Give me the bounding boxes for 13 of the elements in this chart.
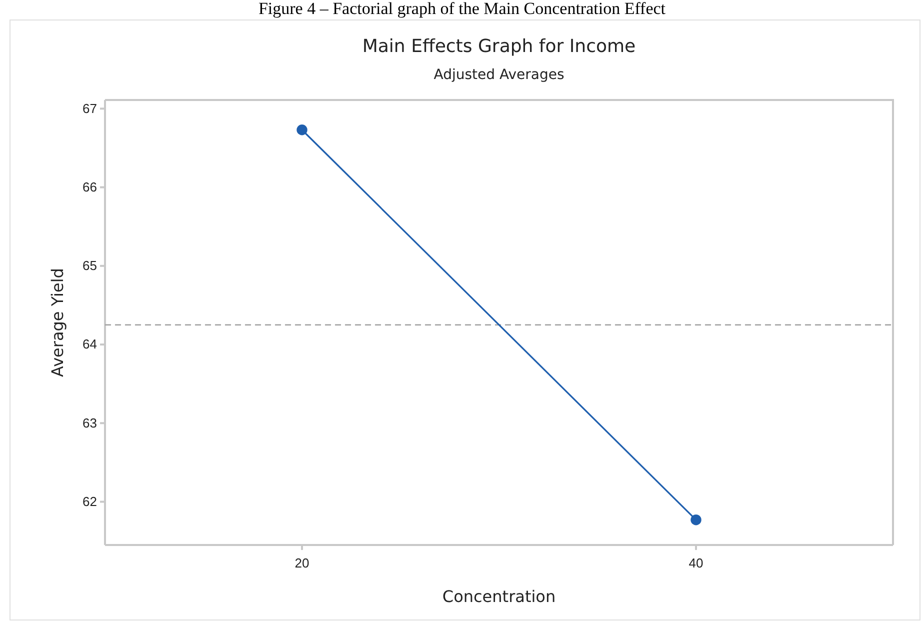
y-tick-label: 67 xyxy=(82,100,97,116)
caption: Figure 4 – Factorial graph of the Main Concentration Effect xyxy=(258,0,666,18)
x-axis-title: Concentration xyxy=(442,587,556,606)
x-tick-label: 40 xyxy=(688,555,704,570)
y-tick-label: 66 xyxy=(82,179,97,194)
chart-title: Main Effects Graph for Income xyxy=(362,36,636,57)
y-axis-title: Average Yield xyxy=(48,268,67,377)
x-tick-label: 20 xyxy=(294,555,310,570)
y-tick-label: 63 xyxy=(82,415,97,430)
y-tick-label: 62 xyxy=(82,494,97,509)
y-tick-label: 65 xyxy=(82,258,97,274)
chart-subtitle: Adjusted Averages xyxy=(434,67,564,83)
y-tick-label: 64 xyxy=(82,336,97,352)
